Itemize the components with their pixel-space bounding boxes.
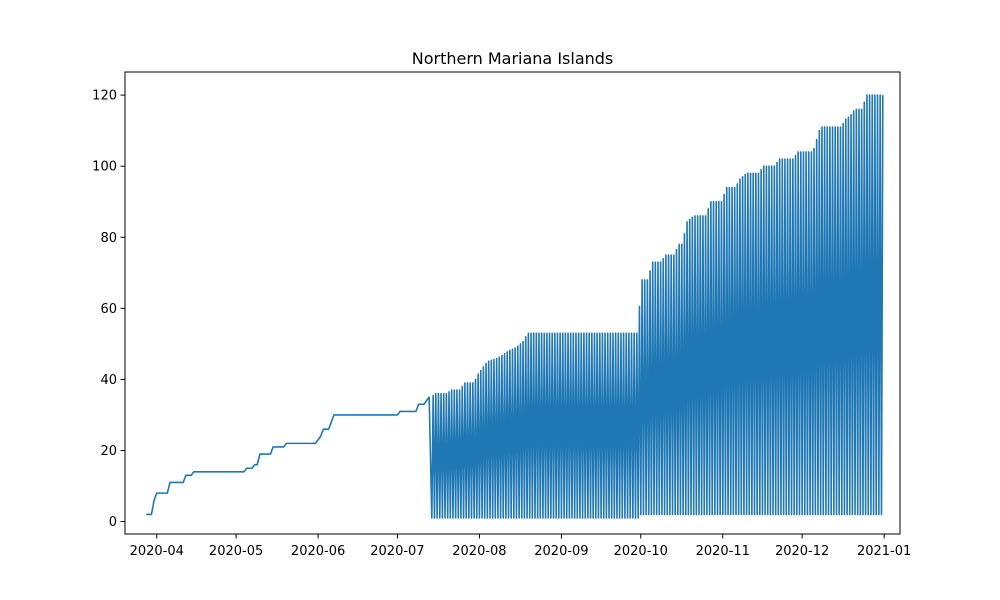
x-tick-label: 2020-07: [370, 544, 424, 559]
x-tick-label: 2020-06: [291, 544, 345, 559]
y-tick-label: 0: [109, 515, 117, 530]
y-tick-label: 20: [100, 444, 117, 459]
x-tick-label: 2020-05: [209, 544, 263, 559]
y-tick-label: 80: [100, 231, 117, 246]
x-tick-label: 2020-04: [130, 544, 184, 559]
x-tick-label: 2020-11: [696, 544, 750, 559]
x-tick-label: 2020-12: [775, 544, 829, 559]
x-tick-label: 2020-09: [534, 544, 588, 559]
chart-title: Northern Mariana Islands: [412, 49, 614, 68]
y-axis: 0 20 40 60 80 100 120: [92, 89, 125, 530]
x-axis: 2020-04 2020-05 2020-06 2020-07 2020-08 2020-…: [130, 534, 911, 559]
y-tick-label: 100: [92, 160, 117, 175]
series-layer: [146, 94, 884, 519]
y-tick-label: 60: [100, 302, 117, 317]
x-tick-label: 2020-08: [452, 544, 506, 559]
y-tick-label: 120: [92, 89, 117, 104]
plot-frame: [124, 71, 901, 535]
x-tick-label: 2021-01: [857, 544, 911, 559]
series-line: [146, 94, 884, 519]
y-tick-label: 40: [100, 373, 117, 388]
x-tick-label: 2020-10: [614, 544, 668, 559]
